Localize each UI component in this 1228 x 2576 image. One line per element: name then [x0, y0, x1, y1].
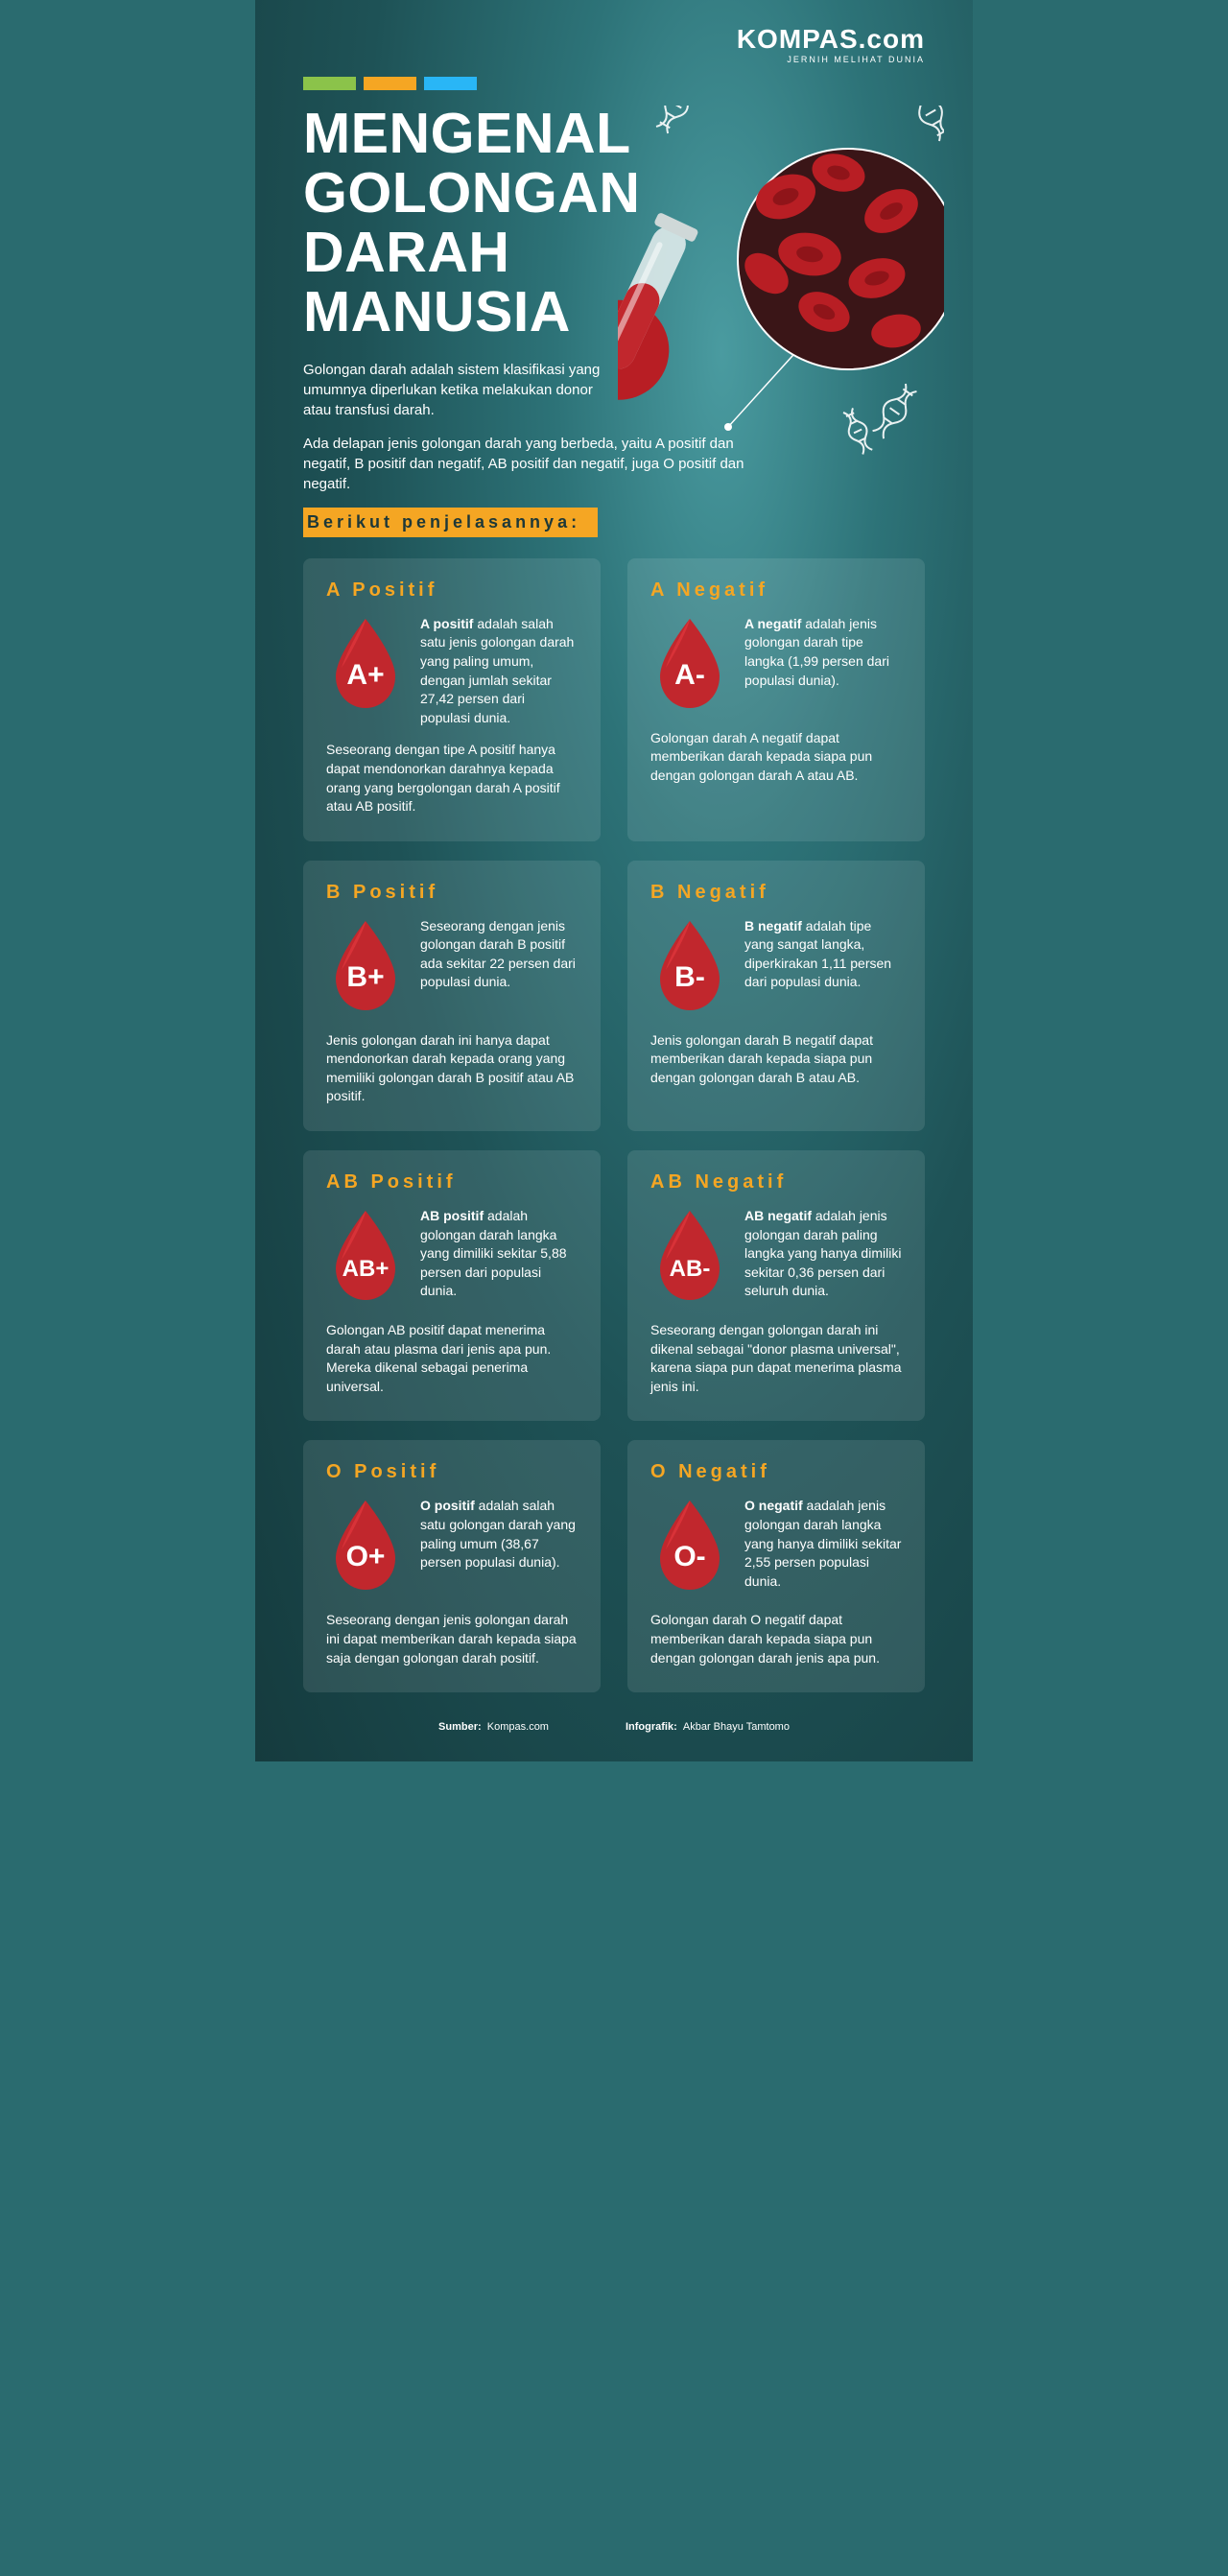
card-body-text: Golongan AB positif dapat menerima darah…: [326, 1321, 578, 1396]
card-title: A Negatif: [650, 579, 902, 602]
brand-block: KOMPAS.com JERNIH MELIHAT DUNIA: [737, 24, 925, 64]
blood-drop-icon: A-: [650, 615, 729, 716]
blood-drop-label: O+: [346, 1541, 386, 1572]
card-body-text: Seseorang dengan golongan darah ini dike…: [650, 1321, 902, 1396]
card-body-text: Seseorang dengan jenis golongan darah in…: [326, 1611, 578, 1667]
card-lead-text: O positif adalah salah satu golongan dar…: [420, 1497, 578, 1572]
blood-drop-icon: A+: [326, 615, 405, 716]
card-title: B Positif: [326, 882, 578, 904]
card-body-text: Seseorang dengan tipe A positif hanya da…: [326, 741, 578, 815]
card-lead-text: AB positif adalah golongan darah langka …: [420, 1207, 578, 1301]
card-lead-text: O negatif aadalah jenis golongan darah l…: [744, 1497, 902, 1591]
main-title: MENGENAL GOLONGAN DARAH MANUSIA: [303, 105, 668, 343]
blood-drop-label: B+: [346, 961, 384, 993]
blood-type-card: O Positif O+ O positif adalah salah satu…: [303, 1440, 601, 1692]
blood-drop-icon: O+: [326, 1497, 405, 1597]
card-title: O Negatif: [650, 1461, 902, 1483]
footer-source: Sumber: Kompas.com: [438, 1721, 549, 1733]
footer-credit: Infografik: Akbar Bhayu Tamtomo: [626, 1721, 790, 1733]
brand-tagline: JERNIH MELIHAT DUNIA: [737, 55, 925, 64]
sub-header: Berikut penjelasannya:: [303, 508, 598, 537]
card-lead-text: AB negatif adalah jenis golongan darah p…: [744, 1207, 902, 1301]
blood-drop-icon: B+: [326, 917, 405, 1018]
card-body-text: Golongan darah O negatif dapat memberika…: [650, 1611, 902, 1667]
blood-drop-label: B-: [674, 961, 705, 993]
blood-drop-icon: AB-: [650, 1207, 729, 1308]
blood-drop-icon: B-: [650, 917, 729, 1018]
blood-type-card: B Negatif B- B negatif adalah tipe yang …: [627, 861, 925, 1131]
card-lead-text: B negatif adalah tipe yang sangat langka…: [744, 917, 902, 992]
blood-drop-label: AB+: [342, 1256, 390, 1282]
card-body-text: Jenis golongan darah B negatif dapat mem…: [650, 1031, 902, 1088]
blood-drop-icon: AB+: [326, 1207, 405, 1308]
accent-bars: [303, 77, 925, 90]
blood-drop-label: A-: [674, 659, 705, 691]
card-lead-text: Seseorang dengan jenis golongan darah B …: [420, 917, 578, 992]
blood-drop-label: AB-: [670, 1256, 711, 1282]
blood-type-card: AB Positif AB+ AB positif adalah golonga…: [303, 1150, 601, 1421]
card-lead-text: A negatif adalah jenis golongan darah ti…: [744, 615, 902, 690]
blood-type-card: AB Negatif AB- AB negatif adalah jenis g…: [627, 1150, 925, 1421]
card-title: B Negatif: [650, 882, 902, 904]
card-body-text: Jenis golongan darah ini hanya dapat men…: [326, 1031, 578, 1106]
blood-type-card: B Positif B+ Seseorang dengan jenis golo…: [303, 861, 601, 1131]
intro-paragraph-1: Golongan darah adalah sistem klasifikasi…: [303, 360, 610, 420]
blood-drop-icon: O-: [650, 1497, 729, 1597]
card-body-text: Golongan darah A negatif dapat memberika…: [650, 729, 902, 786]
infographic-root: KOMPAS.com JERNIH MELIHAT DUNIA MENGENAL…: [255, 0, 973, 1761]
blood-drop-label: A+: [346, 659, 384, 691]
accent-bar-3: [424, 77, 477, 90]
card-title: AB Negatif: [650, 1171, 902, 1193]
card-title: AB Positif: [326, 1171, 578, 1193]
card-title: A Positif: [326, 579, 578, 602]
blood-type-card: A Positif A+ A positif adalah salah satu…: [303, 558, 601, 841]
blood-type-card: A Negatif A- A negatif adalah jenis golo…: [627, 558, 925, 841]
blood-type-card: O Negatif O- O negatif aadalah jenis gol…: [627, 1440, 925, 1692]
intro-paragraph-2: Ada delapan jenis golongan darah yang be…: [303, 434, 764, 494]
brand-name: KOMPAS.com: [737, 24, 925, 55]
card-title: O Positif: [326, 1461, 578, 1483]
accent-bar-1: [303, 77, 356, 90]
cards-grid: A Positif A+ A positif adalah salah satu…: [303, 558, 925, 1692]
footer-credits: Sumber: Kompas.com Infografik: Akbar Bha…: [303, 1721, 925, 1733]
accent-bar-2: [364, 77, 416, 90]
blood-drop-label: O-: [673, 1541, 705, 1572]
card-lead-text: A positif adalah salah satu jenis golong…: [420, 615, 578, 728]
